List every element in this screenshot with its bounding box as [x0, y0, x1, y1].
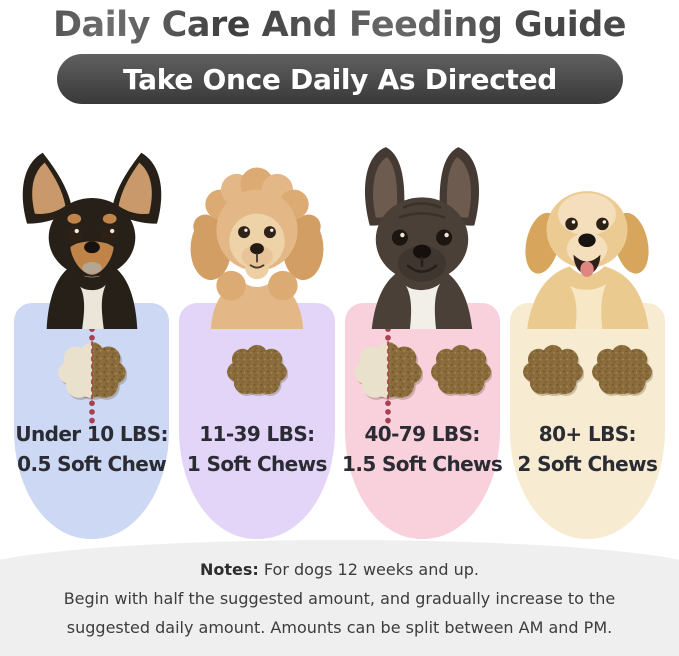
dog-photo-poodle — [190, 167, 324, 329]
chew-amount-illustration — [179, 315, 334, 425]
weight-range-label: Under 10 LBS: — [15, 422, 168, 446]
dosage-card-11-39: 11-39 LBS: 1 Soft Chews — [179, 303, 335, 539]
full-soft-chew-icon — [591, 344, 653, 397]
dosage-card-80-plus: 80+ LBS: 2 Soft Chews — [509, 303, 665, 539]
column-under-10-lbs: Under 10 LBS: 0.5 Soft Chew — [14, 103, 170, 540]
dosage-banner-text: Take Once Daily As Directed — [122, 62, 558, 96]
half-soft-chew-icon — [353, 317, 423, 423]
dog-photo-golden-retriever — [525, 191, 650, 329]
dose-label: 0.5 Soft Chew — [17, 452, 167, 476]
notes-text-block: Notes: For dogs 12 weeks and up. Begin w… — [0, 540, 679, 642]
dog-photo-chihuahua — [22, 152, 161, 329]
dosage-columns: Under 10 LBS: 0.5 Soft Chew — [14, 103, 665, 540]
notes-line-1: Notes: For dogs 12 weeks and up. — [0, 555, 679, 584]
page-title: Daily Care And Feeding Guide — [0, 0, 679, 50]
half-soft-chew-icon — [57, 317, 127, 423]
notes-line-3: suggested daily amount. Amounts can be s… — [66, 618, 613, 637]
notes-line-1-text: For dogs 12 weeks and up. — [263, 560, 479, 579]
dose-label: 2 Soft Chews — [517, 452, 658, 476]
dog-photo-french-bulldog — [365, 147, 480, 329]
notes-label: Notes: — [200, 560, 259, 579]
chew-amount-illustration — [510, 315, 665, 425]
chew-amount-illustration — [345, 315, 500, 425]
weight-range-label: 40-79 LBS: — [364, 422, 480, 446]
full-soft-chew-icon — [226, 344, 288, 397]
column-80-plus-lbs: 80+ LBS: 2 Soft Chews — [509, 103, 665, 540]
dosage-text: 40-79 LBS: 1.5 Soft Chews — [339, 419, 506, 479]
full-soft-chew-icon — [430, 344, 492, 397]
weight-range-label: 80+ LBS: — [538, 422, 637, 446]
full-soft-chew-icon — [522, 344, 584, 397]
notes-line-2: Begin with half the suggested amount, an… — [63, 589, 616, 608]
weight-range-label: 11-39 LBS: — [199, 422, 315, 446]
dosage-text: Under 10 LBS: 0.5 Soft Chew — [8, 419, 175, 479]
dosage-card-40-79: 40-79 LBS: 1.5 Soft Chews — [342, 303, 503, 539]
chew-amount-illustration — [14, 315, 169, 425]
column-11-39-lbs: 11-39 LBS: 1 Soft Chews — [179, 103, 335, 540]
notes-footer: Notes: For dogs 12 weeks and up. Begin w… — [0, 540, 679, 656]
dosage-card-under-10: Under 10 LBS: 0.5 Soft Chew — [14, 303, 170, 539]
dose-label: 1.5 Soft Chews — [342, 452, 503, 476]
dosage-text: 11-39 LBS: 1 Soft Chews — [173, 419, 340, 479]
column-40-79-lbs: 40-79 LBS: 1.5 Soft Chews — [342, 103, 503, 540]
dosage-text: 80+ LBS: 2 Soft Chews — [504, 419, 671, 479]
dosage-banner: Take Once Daily As Directed — [57, 54, 623, 104]
dose-label: 1 Soft Chews — [186, 452, 328, 476]
